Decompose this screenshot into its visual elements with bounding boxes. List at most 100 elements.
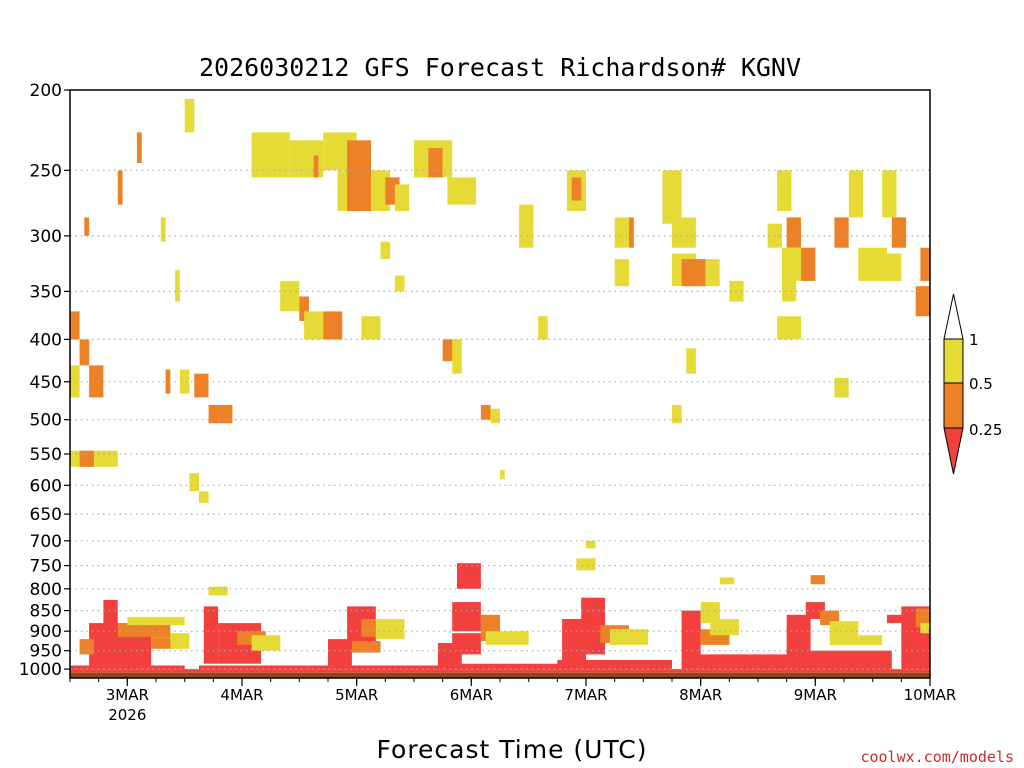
ri-cell-33 xyxy=(609,629,649,645)
y-tick-label-600: 600 xyxy=(30,476,62,496)
ri-cell-11 xyxy=(203,606,219,664)
ri-cell-40 xyxy=(710,619,739,636)
ri-cell-86 xyxy=(299,296,309,321)
y-tick-label-400: 400 xyxy=(30,330,62,350)
ri-cell-108 xyxy=(705,259,720,287)
legend-label-1: 1 xyxy=(969,331,979,349)
ri-cell-30 xyxy=(562,619,586,666)
x-tick-label-3MAR: 3MAR xyxy=(106,686,149,704)
legend-label-0.5: 0.5 xyxy=(969,375,993,393)
ri-cell-50 xyxy=(887,614,907,624)
ri-cell-101 xyxy=(614,217,629,248)
ri-cell-14 xyxy=(251,635,281,651)
ri-cell-59 xyxy=(79,450,94,467)
ri-cell-1 xyxy=(70,669,930,673)
ri-cell-36 xyxy=(557,660,672,670)
y-tick-label-550: 550 xyxy=(30,445,62,465)
chart-title: 2026030212 GFS Forecast Richardson# KGNV xyxy=(199,53,801,82)
ri-cell-84 xyxy=(447,177,477,205)
ri-cell-62 xyxy=(136,132,142,163)
ri-cell-72 xyxy=(218,405,233,424)
ri-cell-52 xyxy=(915,608,930,628)
ri-cell-71 xyxy=(199,491,209,503)
ri-cell-46 xyxy=(829,621,859,645)
ri-cell-116 xyxy=(801,247,816,281)
ri-cell-5 xyxy=(117,623,171,638)
ri-cell-65 xyxy=(184,98,195,133)
y-tick-label-850: 850 xyxy=(30,602,62,622)
ri-cell-96 xyxy=(500,470,505,480)
y-tick-label-650: 650 xyxy=(30,505,62,525)
ri-cell-31 xyxy=(581,597,606,655)
ri-cell-124 xyxy=(887,253,902,281)
ri-cell-118 xyxy=(777,316,801,340)
ri-cell-119 xyxy=(834,217,849,248)
ri-cell-120 xyxy=(848,170,864,218)
ri-cell-68 xyxy=(194,373,209,398)
ri-cell-28 xyxy=(452,633,481,655)
ri-cell-42 xyxy=(691,654,787,670)
ri-cell-10 xyxy=(70,665,185,670)
ri-cell-55 xyxy=(70,365,80,398)
ri-cell-110 xyxy=(672,405,682,424)
ri-cell-95 xyxy=(490,408,500,424)
ri-cell-41 xyxy=(719,577,735,585)
x-tick-label-8MAR: 8MAR xyxy=(679,686,722,704)
ri-cell-105 xyxy=(672,217,696,248)
y-tick-label-700: 700 xyxy=(30,532,62,552)
ri-cell-122 xyxy=(891,217,907,248)
legend-arrow-above-1 xyxy=(943,293,964,340)
ri-cell-100 xyxy=(571,177,582,201)
ri-cell-114 xyxy=(786,217,801,248)
y-tick-label-500: 500 xyxy=(30,411,62,431)
y-tick-label-750: 750 xyxy=(30,557,62,577)
legend-swatch-yellow xyxy=(943,338,964,384)
ri-cell-54 xyxy=(70,311,80,340)
y-tick-label-900: 900 xyxy=(30,622,62,642)
ri-cell-56 xyxy=(89,365,104,398)
legend-arrow-below-0.25 xyxy=(943,427,964,475)
legend: 1 0.5 0.25 xyxy=(943,293,1002,475)
legend-swatch-orange xyxy=(943,382,964,429)
x-tick-label-9MAR: 9MAR xyxy=(794,686,837,704)
ri-cell-126 xyxy=(915,286,930,317)
x-axis-label: Forecast Time (UTC) xyxy=(377,735,648,764)
ri-cell-93 xyxy=(452,339,462,374)
ri-cell-127 xyxy=(920,247,930,281)
ri-cell-125 xyxy=(834,377,849,398)
y-tick-label-1000: 1000 xyxy=(19,660,62,680)
ri-cell-27 xyxy=(485,631,529,645)
ri-cell-22 xyxy=(308,665,453,670)
ri-cell-66 xyxy=(165,369,171,394)
ri-cell-117 xyxy=(781,280,797,302)
ri-cell-6 xyxy=(127,616,185,626)
x-tick-label-7MAR: 7MAR xyxy=(564,686,607,704)
y-tick-label-800: 800 xyxy=(30,580,62,600)
credit-text[interactable]: coolwx.com/models xyxy=(860,748,1014,766)
cells-layer xyxy=(70,98,930,678)
ri-cell-57 xyxy=(79,339,90,366)
ri-cell-98 xyxy=(538,316,548,340)
ri-cell-25 xyxy=(457,563,481,589)
ri-cell-70 xyxy=(189,473,199,492)
ri-cell-102 xyxy=(629,217,634,248)
ri-cell-47 xyxy=(810,575,825,585)
x-tick-label-6MAR: 6MAR xyxy=(450,686,493,704)
legend-label-0.25: 0.25 xyxy=(969,421,1002,439)
ri-cell-81 xyxy=(394,184,410,212)
x-tick-label-5MAR: 5MAR xyxy=(335,686,378,704)
ri-cell-7 xyxy=(151,637,176,649)
ri-cell-104 xyxy=(662,170,682,224)
ri-cell-109 xyxy=(686,348,696,374)
y-tick-label-450: 450 xyxy=(30,373,62,393)
ri-cell-53 xyxy=(920,623,930,634)
y-tick-label-200: 200 xyxy=(30,81,62,101)
ri-cell-48 xyxy=(858,635,883,645)
ri-cell-61 xyxy=(117,170,123,205)
y-tick-label-250: 250 xyxy=(30,161,62,181)
ri-cell-20 xyxy=(375,619,405,640)
ri-cell-103 xyxy=(614,259,629,287)
ri-cell-38 xyxy=(700,602,720,624)
ri-cell-67 xyxy=(179,369,190,394)
ri-cell-4 xyxy=(79,639,94,655)
